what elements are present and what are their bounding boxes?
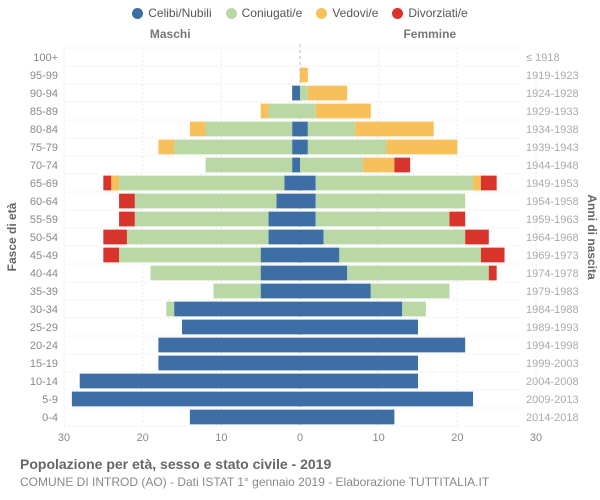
chart-title: Popolazione per età, sesso e stato civil… [20, 455, 489, 474]
legend-label: Divorziati/e [408, 6, 467, 20]
svg-text:15-19: 15-19 [30, 358, 58, 370]
svg-text:25-29: 25-29 [30, 322, 58, 334]
svg-text:1939-1943: 1939-1943 [526, 142, 579, 154]
svg-text:1924-1928: 1924-1928 [526, 88, 579, 100]
svg-text:45-49: 45-49 [30, 250, 58, 262]
svg-text:35-39: 35-39 [30, 286, 58, 298]
svg-text:1969-1973: 1969-1973 [526, 250, 579, 262]
legend-item: Coniugati/e [226, 6, 303, 20]
svg-text:Maschi: Maschi [150, 27, 191, 41]
legend-item: Divorziati/e [392, 6, 467, 20]
svg-text:95-99: 95-99 [30, 70, 58, 82]
pyramid-chart: 0 10 10 20 20 30 30 Maschi Femmine 100+ ≤ 1918 95-9… [0, 20, 600, 450]
svg-text:1919-1923: 1919-1923 [526, 70, 579, 82]
svg-text:60-64: 60-64 [30, 196, 58, 208]
legend-swatch [392, 8, 403, 19]
svg-text:1929-1933: 1929-1933 [526, 106, 579, 118]
svg-text:1999-2003: 1999-2003 [526, 358, 579, 370]
legend: Celibi/Nubili Coniugati/e Vedovi/e Divorzia… [0, 0, 600, 20]
svg-text:1974-1978: 1974-1978 [526, 268, 579, 280]
svg-text:1979-1983: 1979-1983 [526, 286, 579, 298]
svg-text:1934-1938: 1934-1938 [526, 124, 579, 136]
legend-swatch [226, 8, 237, 19]
svg-text:20: 20 [137, 432, 149, 444]
svg-text:≤ 1918: ≤ 1918 [526, 52, 560, 64]
legend-swatch [316, 8, 327, 19]
svg-text:30: 30 [58, 432, 70, 444]
svg-text:1954-1958: 1954-1958 [526, 196, 579, 208]
svg-text:1989-1993: 1989-1993 [526, 322, 579, 334]
svg-text:85-89: 85-89 [30, 106, 58, 118]
svg-text:20-24: 20-24 [30, 340, 58, 352]
svg-text:2014-2018: 2014-2018 [526, 412, 579, 424]
svg-text:2009-2013: 2009-2013 [526, 394, 579, 406]
svg-text:1984-1988: 1984-1988 [526, 304, 579, 316]
svg-text:Fasce di età: Fasce di età [5, 202, 19, 271]
svg-text:5-9: 5-9 [42, 394, 58, 406]
legend-swatch [132, 8, 143, 19]
svg-text:75-79: 75-79 [30, 142, 58, 154]
svg-text:10-14: 10-14 [30, 376, 58, 388]
svg-text:30: 30 [530, 432, 542, 444]
svg-text:90-94: 90-94 [30, 88, 58, 100]
svg-text:70-74: 70-74 [30, 160, 58, 172]
svg-text:40-44: 40-44 [30, 268, 58, 280]
legend-label: Celibi/Nubili [148, 6, 211, 20]
legend-item: Celibi/Nubili [132, 6, 211, 20]
svg-text:1944-1948: 1944-1948 [526, 160, 579, 172]
svg-text:0: 0 [297, 432, 303, 444]
svg-text:1964-1968: 1964-1968 [526, 232, 579, 244]
svg-text:50-54: 50-54 [30, 232, 58, 244]
svg-text:1949-1953: 1949-1953 [526, 178, 579, 190]
legend-item: Vedovi/e [316, 6, 378, 20]
svg-text:65-69: 65-69 [30, 178, 58, 190]
svg-text:2004-2008: 2004-2008 [526, 376, 579, 388]
svg-text:10: 10 [215, 432, 227, 444]
svg-text:80-84: 80-84 [30, 124, 58, 136]
svg-text:0-4: 0-4 [42, 412, 58, 424]
chart-subtitle: COMUNE DI INTROD (AO) - Dati ISTAT 1° ge… [20, 474, 489, 490]
svg-text:10: 10 [373, 432, 385, 444]
svg-text:1994-1998: 1994-1998 [526, 340, 579, 352]
legend-label: Vedovi/e [332, 6, 378, 20]
svg-text:100+: 100+ [33, 52, 58, 64]
svg-text:Anni di nascita: Anni di nascita [585, 194, 599, 280]
legend-label: Coniugati/e [242, 6, 303, 20]
svg-text:30-34: 30-34 [30, 304, 58, 316]
svg-text:Femmine: Femmine [403, 27, 456, 41]
svg-text:55-59: 55-59 [30, 214, 58, 226]
svg-text:1959-1963: 1959-1963 [526, 214, 579, 226]
footer-titles: Popolazione per età, sesso e stato civil… [20, 455, 489, 490]
svg-text:20: 20 [451, 432, 463, 444]
